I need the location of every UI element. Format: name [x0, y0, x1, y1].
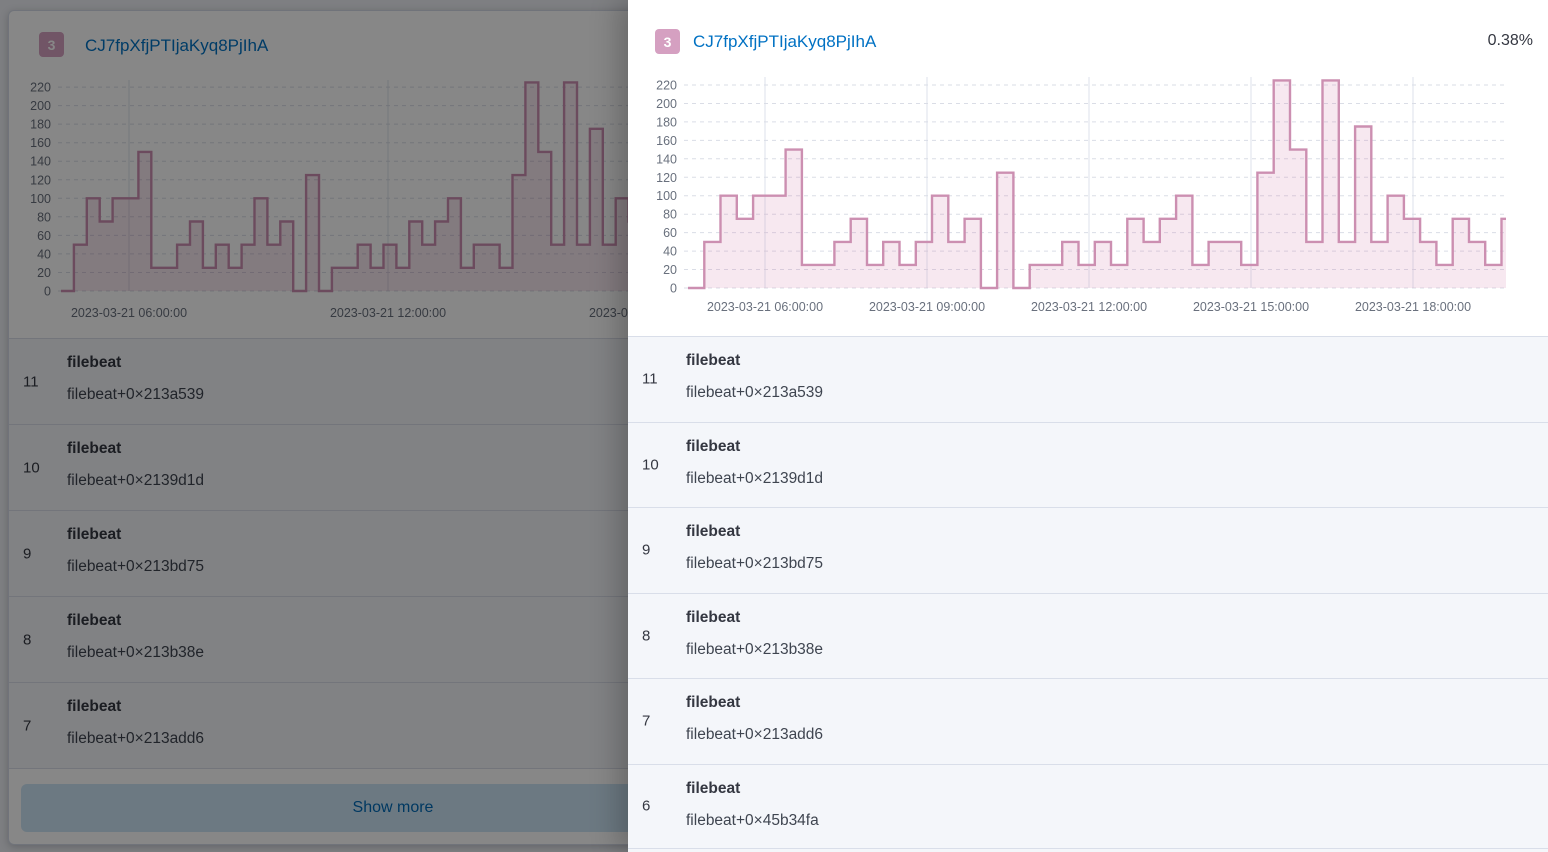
- frame-row: 6 filebeat filebeat+0×45b34fa: [628, 763, 1548, 849]
- frame-rank: 10: [23, 459, 40, 476]
- frame-row: 7 filebeat filebeat+0×213add6: [628, 678, 1548, 764]
- svg-text:60: 60: [663, 226, 677, 240]
- function-title-link[interactable]: CJ7fpXfjPTIjaKyq8PjIhA: [85, 36, 269, 55]
- svg-text:120: 120: [30, 173, 51, 187]
- svg-text:0: 0: [44, 285, 51, 299]
- svg-text:2023-03-21 06:00:00: 2023-03-21 06:00:00: [71, 306, 187, 320]
- frame-row: 8 filebeat filebeat+0×213b38e: [628, 592, 1548, 678]
- svg-text:2023-03-21 15:00:00: 2023-03-21 15:00:00: [1193, 300, 1309, 314]
- frame-address: filebeat+0×213a539: [67, 386, 205, 403]
- frame-name: filebeat: [686, 779, 741, 797]
- svg-text:120: 120: [656, 171, 677, 185]
- frame-rank: 11: [642, 370, 658, 388]
- frame-rank: 8: [642, 627, 651, 645]
- frame-address: filebeat+0×2139d1d: [67, 472, 205, 489]
- frame-rank: 7: [23, 717, 32, 734]
- frame-row: 11 filebeat filebeat+0×213a539: [628, 336, 1548, 422]
- frame-rank: 9: [642, 541, 651, 559]
- frame-name: filebeat: [686, 523, 741, 540]
- svg-text:0: 0: [670, 282, 677, 296]
- svg-text:40: 40: [37, 247, 51, 261]
- svg-text:100: 100: [30, 192, 51, 206]
- svg-text:140: 140: [30, 155, 51, 169]
- function-title-link[interactable]: CJ7fpXfjPTIjaKyq8PjIhA: [693, 32, 877, 51]
- svg-text:2023-03-21 12:00:00: 2023-03-21 12:00:00: [1031, 300, 1147, 314]
- frame-name: filebeat: [686, 608, 741, 626]
- frame-name: filebeat: [67, 354, 122, 371]
- frame-name: filebeat: [67, 440, 122, 457]
- svg-text:2023-03-21 12:00:00: 2023-03-21 12:00:00: [330, 306, 446, 320]
- svg-text:100: 100: [656, 189, 677, 203]
- frame-name: filebeat: [67, 698, 122, 715]
- frame-rank: 9: [23, 545, 32, 562]
- svg-text:80: 80: [663, 208, 677, 222]
- svg-text:20: 20: [37, 266, 51, 280]
- svg-text:200: 200: [656, 97, 677, 111]
- rank-badge: 3: [655, 29, 680, 54]
- frame-name: filebeat: [67, 612, 122, 629]
- frame-address: filebeat+0×213add6: [686, 726, 824, 743]
- samples-histogram-chart[interactable]: 0 20 40 60 80 100 120 140 160 180 200 220 2023-03-21…: [628, 0, 1548, 330]
- svg-text:160: 160: [656, 134, 677, 148]
- svg-text:2023-03-21 18:00:00: 2023-03-21 18:00:00: [1355, 300, 1471, 314]
- svg-text:180: 180: [30, 118, 51, 132]
- frame-list: 11 filebeat filebeat+0×213a539 10 filebeat fi…: [628, 336, 1548, 852]
- svg-text:160: 160: [30, 136, 51, 150]
- rank-badge: 3: [39, 32, 64, 57]
- svg-text:80: 80: [37, 210, 51, 224]
- frame-address: filebeat+0×213b38e: [67, 644, 205, 661]
- svg-text:180: 180: [656, 115, 677, 129]
- function-detail-flyout: 3 CJ7fpXfjPTIjaKyq8PjIhA 0.38% 0 20 40 60 80…: [628, 0, 1548, 852]
- svg-text:140: 140: [656, 152, 677, 166]
- svg-text:200: 200: [30, 99, 51, 113]
- frame-row: 9 filebeat filebeat+0×213bd75: [628, 507, 1548, 593]
- svg-text:60: 60: [37, 229, 51, 243]
- svg-text:220: 220: [656, 79, 677, 93]
- frame-address: filebeat+0×45b34fa: [686, 811, 819, 829]
- frame-rank: 6: [642, 797, 651, 815]
- frame-address: filebeat+0×213b38e: [686, 640, 824, 658]
- svg-text:2023-03-21 06:00:00: 2023-03-21 06:00:00: [707, 300, 823, 314]
- frame-name: filebeat: [686, 352, 741, 369]
- frame-name: filebeat: [67, 526, 122, 543]
- svg-text:2023-03-21 09:00:00: 2023-03-21 09:00:00: [869, 300, 985, 314]
- cpu-percentage: 0.38%: [1487, 32, 1533, 49]
- svg-text:220: 220: [30, 81, 51, 95]
- card-header: 3 CJ7fpXfjPTIjaKyq8PjIhA: [9, 11, 777, 71]
- frame-address: filebeat+0×213bd75: [686, 555, 824, 572]
- frame-address: filebeat+0×213add6: [67, 730, 205, 747]
- frame-rank: 7: [642, 712, 651, 730]
- frame-row: 10 filebeat filebeat+0×2139d1d: [628, 421, 1548, 507]
- svg-text:20: 20: [663, 263, 677, 277]
- svg-text:40: 40: [663, 245, 677, 259]
- frame-address: filebeat+0×213bd75: [67, 558, 205, 575]
- frame-name: filebeat: [686, 694, 741, 711]
- frame-address: filebeat+0×2139d1d: [686, 469, 824, 487]
- frame-rank: 11: [23, 373, 39, 390]
- frame-name: filebeat: [686, 437, 741, 455]
- frame-rank: 10: [642, 456, 659, 474]
- frame-rank: 8: [23, 631, 32, 648]
- frame-address: filebeat+0×213a539: [686, 384, 824, 401]
